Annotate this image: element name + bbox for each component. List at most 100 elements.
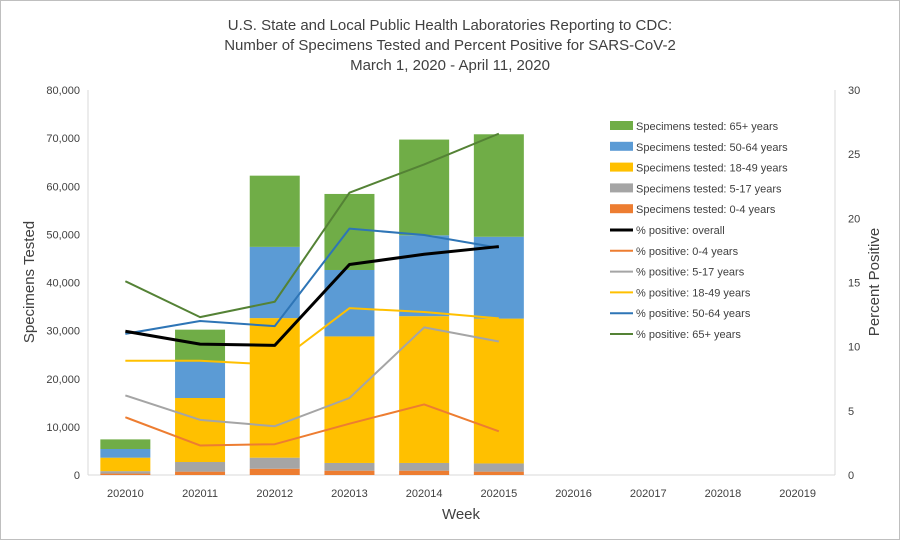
bar-segment [399, 316, 450, 463]
x-tick-label: 202019 [779, 488, 816, 500]
x-tick-label: 202013 [331, 488, 368, 500]
bar-segment [399, 235, 450, 317]
bar-segment [473, 318, 524, 464]
bar-segment [100, 449, 151, 458]
bar-segment [473, 236, 524, 319]
legend-item: Specimens tested: 18-49 years [610, 162, 788, 175]
legend-swatch [610, 121, 633, 130]
bar-segment [100, 471, 151, 474]
x-axis-label: Week [442, 506, 481, 523]
bar-segment [324, 470, 375, 475]
y-tick-label: 80,000 [46, 85, 80, 97]
series-line [125, 245, 500, 347]
legend-item: % positive: 0-4 years [610, 246, 739, 258]
legend-item: Specimens tested: 5-17 years [610, 183, 782, 195]
legend-swatch [610, 204, 633, 214]
bars [100, 134, 524, 475]
bar-segment [399, 462, 450, 471]
bar-segment [100, 473, 151, 475]
y-axis-label: Specimens Tested [21, 221, 38, 343]
legend-label: Specimens tested: 0-4 years [636, 204, 776, 216]
legend-item: % positive: 65+ years [610, 329, 741, 341]
bar-segment [100, 439, 151, 450]
legend: Specimens tested: 65+ years Specimens tes… [610, 121, 788, 341]
chart-title: U.S. State and Local Public Health Labor… [224, 17, 676, 74]
legend-item: % positive: 50-64 years [610, 308, 751, 320]
y2-tick-label: 20 [848, 213, 860, 225]
legend-swatch [610, 183, 633, 193]
legend-label: % positive: 18-49 years [636, 287, 751, 299]
legend-swatch [610, 141, 633, 151]
bar-segment [175, 360, 226, 398]
legend-item: Specimens tested: 65+ years [610, 121, 779, 133]
y-tick-label: 0 [74, 470, 80, 482]
bar-segment [324, 269, 375, 337]
legend-label: Specimens tested: 18-49 years [636, 163, 788, 175]
bar-segment [249, 318, 300, 458]
bar-segment [399, 139, 450, 236]
y-tick-label: 40,000 [46, 278, 80, 290]
bar-segment [473, 463, 524, 472]
bar-segment [249, 468, 300, 475]
series-line [125, 326, 500, 428]
bar-segment [324, 462, 375, 471]
x-tick-label: 202015 [480, 488, 517, 500]
y2-axis-label: Percent Positive [866, 228, 883, 336]
legend-label: % positive: 65+ years [636, 329, 741, 341]
legend-swatch [610, 162, 633, 172]
chart-title-line: Number of Specimens Tested and Percent P… [224, 37, 676, 54]
y-tick-label: 60,000 [46, 181, 80, 193]
lines [124, 132, 500, 447]
y-tick-label: 70,000 [46, 133, 80, 145]
legend-label: Specimens tested: 65+ years [636, 121, 779, 133]
bar-segment [175, 471, 226, 475]
bar-segment [100, 457, 151, 472]
series-line [124, 132, 500, 319]
y2-tick-label: 30 [848, 85, 860, 97]
x-tick-label: 202017 [630, 488, 667, 500]
legend-label: Specimens tested: 5-17 years [636, 183, 782, 195]
y-tick-label: 10,000 [46, 422, 80, 434]
y-axis-ticks: 0 10,000 20,000 30,000 40,000 50,000 60,000 70,… [46, 85, 80, 482]
bar-segment [473, 134, 524, 237]
legend-item: Specimens tested: 50-64 years [610, 141, 788, 154]
x-tick-label: 202016 [555, 488, 592, 500]
y-tick-label: 30,000 [46, 326, 80, 338]
y2-tick-label: 15 [848, 278, 860, 290]
bar-segment [249, 246, 300, 319]
legend-item: Specimens tested: 0-4 years [610, 204, 776, 216]
bar-segment [324, 193, 375, 270]
x-tick-label: 202018 [705, 488, 742, 500]
bar-segment [175, 398, 226, 463]
legend-label: % positive: 50-64 years [636, 308, 751, 320]
x-axis-ticks: 202010 202011 202012 202013 202014 202015 2020… [107, 488, 816, 500]
y2-tick-label: 10 [848, 342, 860, 354]
y2-tick-label: 5 [848, 406, 854, 418]
x-tick-label: 202014 [406, 488, 443, 500]
bar-segment [249, 457, 300, 469]
legend-label: % positive: 5-17 years [636, 267, 745, 279]
x-tick-label: 202011 [182, 488, 218, 500]
legend-label: Specimens tested: 50-64 years [636, 142, 788, 154]
y2-tick-label: 0 [848, 470, 854, 482]
bar-segment [399, 470, 450, 475]
legend-item: % positive: overall [610, 225, 725, 237]
legend-item: % positive: 5-17 years [610, 267, 745, 279]
x-tick-label: 202012 [256, 488, 293, 500]
chart-title-line: March 1, 2020 - April 11, 2020 [350, 57, 550, 74]
series-line [124, 403, 500, 447]
series-line [125, 227, 500, 335]
bar-segment [249, 175, 300, 247]
legend-label: % positive: overall [636, 225, 725, 237]
y2-tick-label: 25 [848, 149, 860, 161]
legend-label: % positive: 0-4 years [636, 246, 739, 258]
chart-title-line: U.S. State and Local Public Health Labor… [228, 17, 672, 34]
y-tick-label: 20,000 [46, 374, 80, 386]
bar-segment [324, 336, 375, 463]
x-tick-label: 202010 [107, 488, 144, 500]
bar-segment [473, 471, 524, 475]
y2-axis-ticks: 0 5 10 15 20 25 30 [848, 85, 860, 482]
series-line [125, 307, 499, 366]
y-tick-label: 50,000 [46, 229, 80, 241]
